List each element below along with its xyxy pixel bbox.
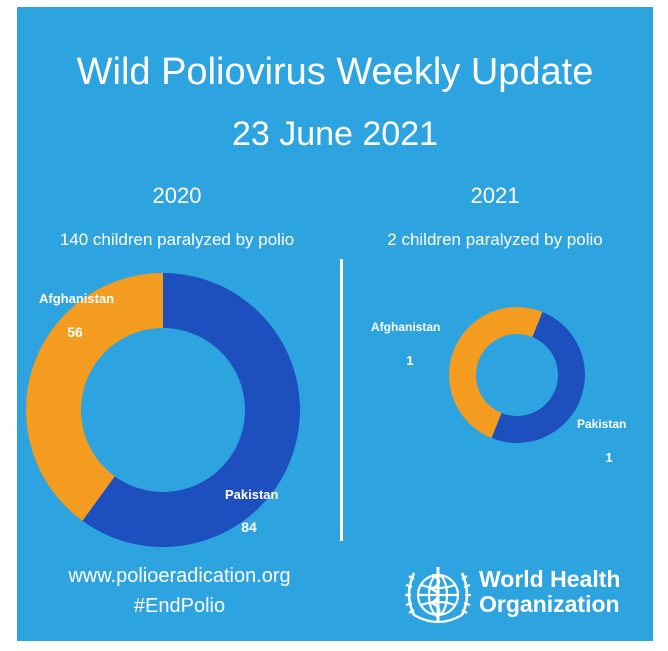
chart-2021-subtitle: 2 children paralyzed by polio: [387, 230, 603, 249]
chart-2020-title: 2020: [152, 183, 202, 208]
who-name: World Health Organization: [479, 566, 621, 617]
donut-2020-label-pakistan: Pakistan: [225, 487, 279, 502]
donut-2020-value-afghanistan: 56: [67, 324, 83, 340]
donut-2020-slice-afghanistan: [26, 273, 163, 521]
chart-2021-title: 2021: [470, 183, 520, 208]
hashtag: #EndPolio: [133, 595, 226, 617]
donut-2021-label-afghanistan: Afghanistan: [371, 320, 440, 334]
donut-2020-slice-pakistan: [82, 273, 301, 547]
infographic-panel: Wild Poliovirus Weekly Update 23 June 20…: [17, 7, 653, 641]
page-title: Wild Poliovirus Weekly Update: [76, 51, 594, 93]
donut-2021-value-afghanistan: 1: [406, 353, 413, 368]
donut-2021-label-pakistan: Pakistan: [577, 417, 626, 431]
donut-2021-value-pakistan: 1: [605, 450, 612, 465]
donut-2020-value-pakistan: 84: [241, 519, 257, 535]
donut-2020-label-afghanistan: Afghanistan: [39, 291, 114, 306]
website-link[interactable]: www.polioeradication.org: [68, 565, 291, 587]
who-emblem-icon: [405, 567, 471, 624]
donut-2021-slice-pakistan: [491, 311, 585, 443]
donut-charts: Afghanistan 56 Pakistan 84 Afghanistan 1 Pakis…: [26, 273, 626, 547]
divider: [340, 259, 343, 541]
donut-2021-slice-afghanistan: [449, 307, 543, 439]
chart-2020-subtitle: 140 children paralyzed by polio: [59, 230, 295, 249]
update-date: 23 June 2021: [231, 115, 439, 153]
